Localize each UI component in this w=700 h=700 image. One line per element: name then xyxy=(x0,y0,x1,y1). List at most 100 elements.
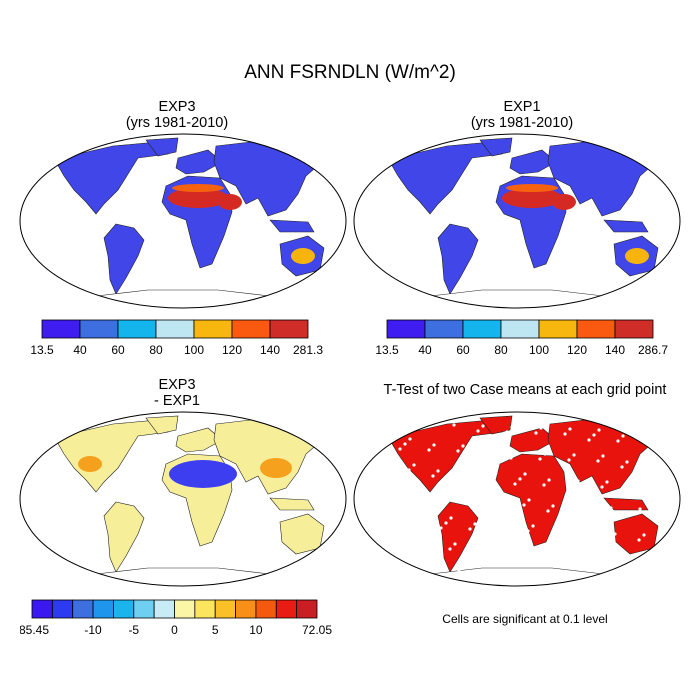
insignificant-cell xyxy=(522,503,526,507)
insignificant-cell xyxy=(662,513,666,517)
map-ttest xyxy=(353,411,681,587)
map-exp1 xyxy=(353,133,681,309)
colorbar-difference: -85.45 -10 -5 0 5 10 72.05 xyxy=(20,599,332,637)
hot-region-arabia xyxy=(552,194,576,210)
insignificant-cell xyxy=(604,511,608,515)
insignificant-cell xyxy=(551,504,555,508)
insignificant-cell xyxy=(563,432,567,436)
insignificant-cell xyxy=(494,471,498,475)
insignificant-cell xyxy=(638,507,642,511)
insignificant-cell xyxy=(550,535,554,539)
insignificant-cell xyxy=(502,523,506,527)
colorbar-tick-label: -10 xyxy=(84,623,102,637)
continent-indonesia xyxy=(269,219,315,233)
insignificant-cell xyxy=(559,556,563,560)
insignificant-cell xyxy=(460,475,464,479)
colorbar-swatch xyxy=(153,599,175,619)
insignificant-cell xyxy=(641,564,645,568)
insignificant-cell xyxy=(465,470,469,474)
colorbar-swatch xyxy=(386,319,426,339)
colorbar-tick-label: 5 xyxy=(212,623,219,637)
insignificant-cell xyxy=(374,441,378,445)
insignificant-cell xyxy=(370,565,374,569)
insignificant-cell xyxy=(580,505,584,509)
insignificant-cell xyxy=(616,439,620,443)
insignificant-cell xyxy=(620,465,624,469)
insignificant-cell xyxy=(592,433,596,437)
insignificant-cell xyxy=(560,525,564,529)
colorbar-swatch xyxy=(113,599,135,619)
colorbar-tick-label: 100 xyxy=(184,343,204,357)
insignificant-cell xyxy=(523,472,527,476)
colorbar-tick-label: 80 xyxy=(494,343,508,357)
insignificant-cell xyxy=(653,492,657,496)
colorbar-tick-label: 10 xyxy=(249,623,263,637)
continent-northAmerica xyxy=(55,419,169,493)
insignificant-cell xyxy=(431,474,435,478)
insignificant-cell xyxy=(394,421,398,425)
insignificant-cell xyxy=(600,485,604,489)
continent-europe xyxy=(175,149,223,175)
insignificant-cell xyxy=(642,533,646,537)
insignificant-cell xyxy=(457,568,461,572)
continent-indonesia xyxy=(269,497,315,511)
insignificant-cell xyxy=(609,506,613,510)
insignificant-cell xyxy=(576,479,580,483)
colorbar-tick-label: 286.7 xyxy=(638,343,668,357)
insignificant-cell xyxy=(597,428,601,432)
continent-greenland xyxy=(479,137,513,157)
insignificant-cell xyxy=(489,476,493,480)
insignificant-cell xyxy=(617,558,621,562)
insignificant-cell xyxy=(657,518,661,522)
insignificant-cell xyxy=(383,462,387,466)
continent-europe xyxy=(175,427,223,453)
insignificant-cell xyxy=(567,458,571,462)
hot-region-sahara xyxy=(168,188,228,208)
continent-greenland xyxy=(145,415,179,435)
panel-title-difference: EXP3 - EXP1 xyxy=(47,377,307,409)
insignificant-cell xyxy=(468,527,472,531)
continent-southAmerica xyxy=(437,501,479,573)
insignificant-cell xyxy=(365,420,369,424)
insignificant-cell xyxy=(534,431,538,435)
insignificant-cell xyxy=(391,514,395,518)
colorbar-swatch xyxy=(576,319,616,339)
panel-title-line2: (yrs 1981-2010) xyxy=(470,115,574,131)
colorbar-swatch xyxy=(72,599,94,619)
continent-southAmerica xyxy=(103,501,145,573)
continent-indonesia xyxy=(603,219,649,233)
insignificant-cell xyxy=(538,457,542,461)
insignificant-cell xyxy=(402,473,406,477)
colorbar-swatch xyxy=(79,319,119,339)
insignificant-cell xyxy=(448,547,452,551)
insignificant-cell xyxy=(378,467,382,471)
colorbar-tick-label: 0 xyxy=(171,623,178,637)
colorbar-tick-label: 40 xyxy=(73,343,87,357)
insignificant-cell xyxy=(596,459,600,463)
insignificant-cell xyxy=(658,487,662,491)
map-exp3 xyxy=(19,133,347,309)
figure-title: ANN FSRNDLN (W/m^2) xyxy=(244,62,456,83)
insignificant-cell xyxy=(661,544,665,548)
insignificant-cell xyxy=(399,566,403,570)
colorbar-tick-label: 140 xyxy=(260,343,280,357)
insignificant-cell xyxy=(637,538,641,542)
hot-region-arabia xyxy=(218,194,242,210)
panel-title-exp3: EXP3 (yrs 1981-2010) xyxy=(47,99,307,131)
insignificant-cell xyxy=(608,537,612,541)
insignificant-cell xyxy=(432,443,436,447)
map-frame xyxy=(19,411,347,587)
insignificant-cell xyxy=(371,534,375,538)
positive-region-north-america xyxy=(78,456,102,472)
insignificant-cell xyxy=(531,524,535,528)
insignificant-cell xyxy=(649,466,653,470)
insignificant-cell xyxy=(564,551,568,555)
insignificant-cell xyxy=(605,480,609,484)
insignificant-cell xyxy=(527,498,531,502)
insignificant-cell xyxy=(575,510,579,514)
insignificant-cell xyxy=(485,450,489,454)
insignificant-cell xyxy=(654,461,658,465)
colorbar-swatch xyxy=(193,319,233,339)
continent-europe xyxy=(509,149,557,175)
colorbar-tick-label: 72.05 xyxy=(302,623,332,637)
